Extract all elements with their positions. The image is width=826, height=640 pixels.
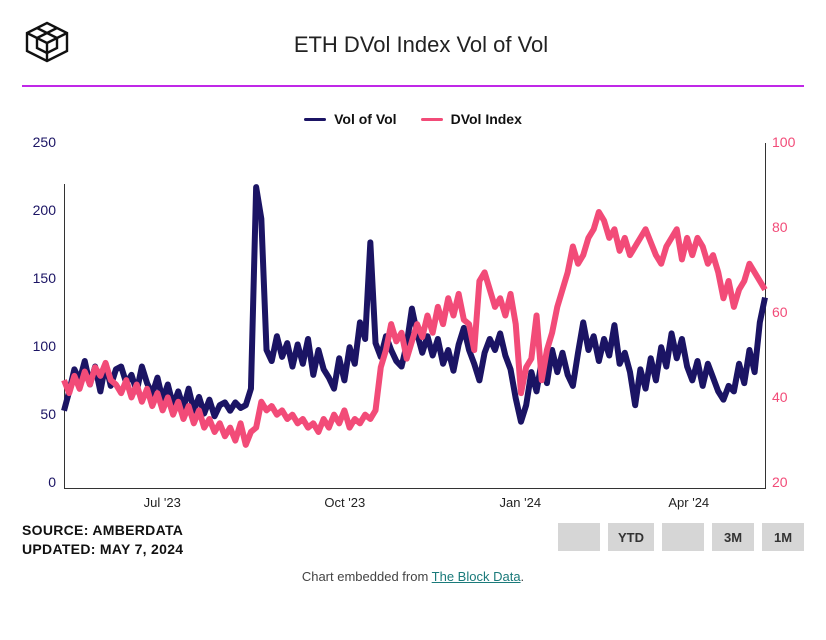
y-tick-left: 200 [22,203,56,217]
brand-logo-icon [22,20,72,69]
source-label: SOURCE: [22,522,89,538]
y-tick-left: 50 [22,407,56,421]
y-tick-right: 40 [772,390,804,404]
chart-footer: SOURCE: AMBERDATA UPDATED: MAY 7, 2024 .… [22,521,804,559]
cube-icon [22,20,72,64]
series-line-dvol-index [64,212,765,445]
embed-note: Chart embedded from The Block Data. [22,569,804,584]
legend-label: Vol of Vol [334,111,396,127]
chart-legend: Vol of Vol DVol Index [22,111,804,127]
legend-item: DVol Index [421,111,522,127]
y-axis-right: 100 80 60 40 20 [772,135,804,489]
chart-header: ETH DVol Index Vol of Vol [22,20,804,87]
range-button-blank[interactable]: . [558,523,600,551]
range-button-group: . YTD. 3M 1M [558,523,804,551]
embed-source-link[interactable]: The Block Data [432,569,521,584]
legend-swatch [304,118,326,121]
legend-item: Vol of Vol [304,111,396,127]
updated-line: UPDATED: MAY 7, 2024 [22,540,183,559]
source-line: SOURCE: AMBERDATA [22,521,183,540]
y-tick-left: 100 [22,339,56,353]
x-tick-label: Apr '24 [668,495,709,510]
chart-title: ETH DVol Index Vol of Vol [88,32,804,58]
y-tick-right: 100 [772,135,804,149]
range-button-1m[interactable]: 1M [762,523,804,551]
legend-label: DVol Index [451,111,522,127]
line-chart-svg [64,143,765,488]
y-tick-left: 150 [22,271,56,285]
y-axis-left: 250 200 150 100 50 0 [22,135,56,489]
chart-meta: SOURCE: AMBERDATA UPDATED: MAY 7, 2024 [22,521,183,559]
embed-suffix: . [521,569,525,584]
updated-value: MAY 7, 2024 [100,541,183,557]
series-line-vol-of-vol [64,187,765,422]
y-tick-right: 20 [772,475,804,489]
updated-label: UPDATED: [22,541,96,557]
x-axis-labels: Jul '23 Oct '23 Jan '24 Apr '24 [64,495,766,517]
x-tick-label: Oct '23 [324,495,365,510]
x-tick-label: Jul '23 [144,495,181,510]
range-button-blank[interactable]: . [662,523,704,551]
y-tick-left: 0 [22,475,56,489]
range-button-ytd[interactable]: YTD [608,523,654,551]
y-tick-right: 80 [772,220,804,234]
plot-canvas [64,143,766,489]
y-tick-left: 250 [22,135,56,149]
chart-plot-area: 250 200 150 100 50 0 100 80 60 40 20 Jul '23 Oct '… [22,135,804,517]
legend-swatch [421,118,443,121]
source-value: AMBERDATA [92,522,183,538]
x-tick-label: Jan '24 [500,495,542,510]
range-button-3m[interactable]: 3M [712,523,754,551]
embed-prefix: Chart embedded from [302,569,432,584]
y-tick-right: 60 [772,305,804,319]
